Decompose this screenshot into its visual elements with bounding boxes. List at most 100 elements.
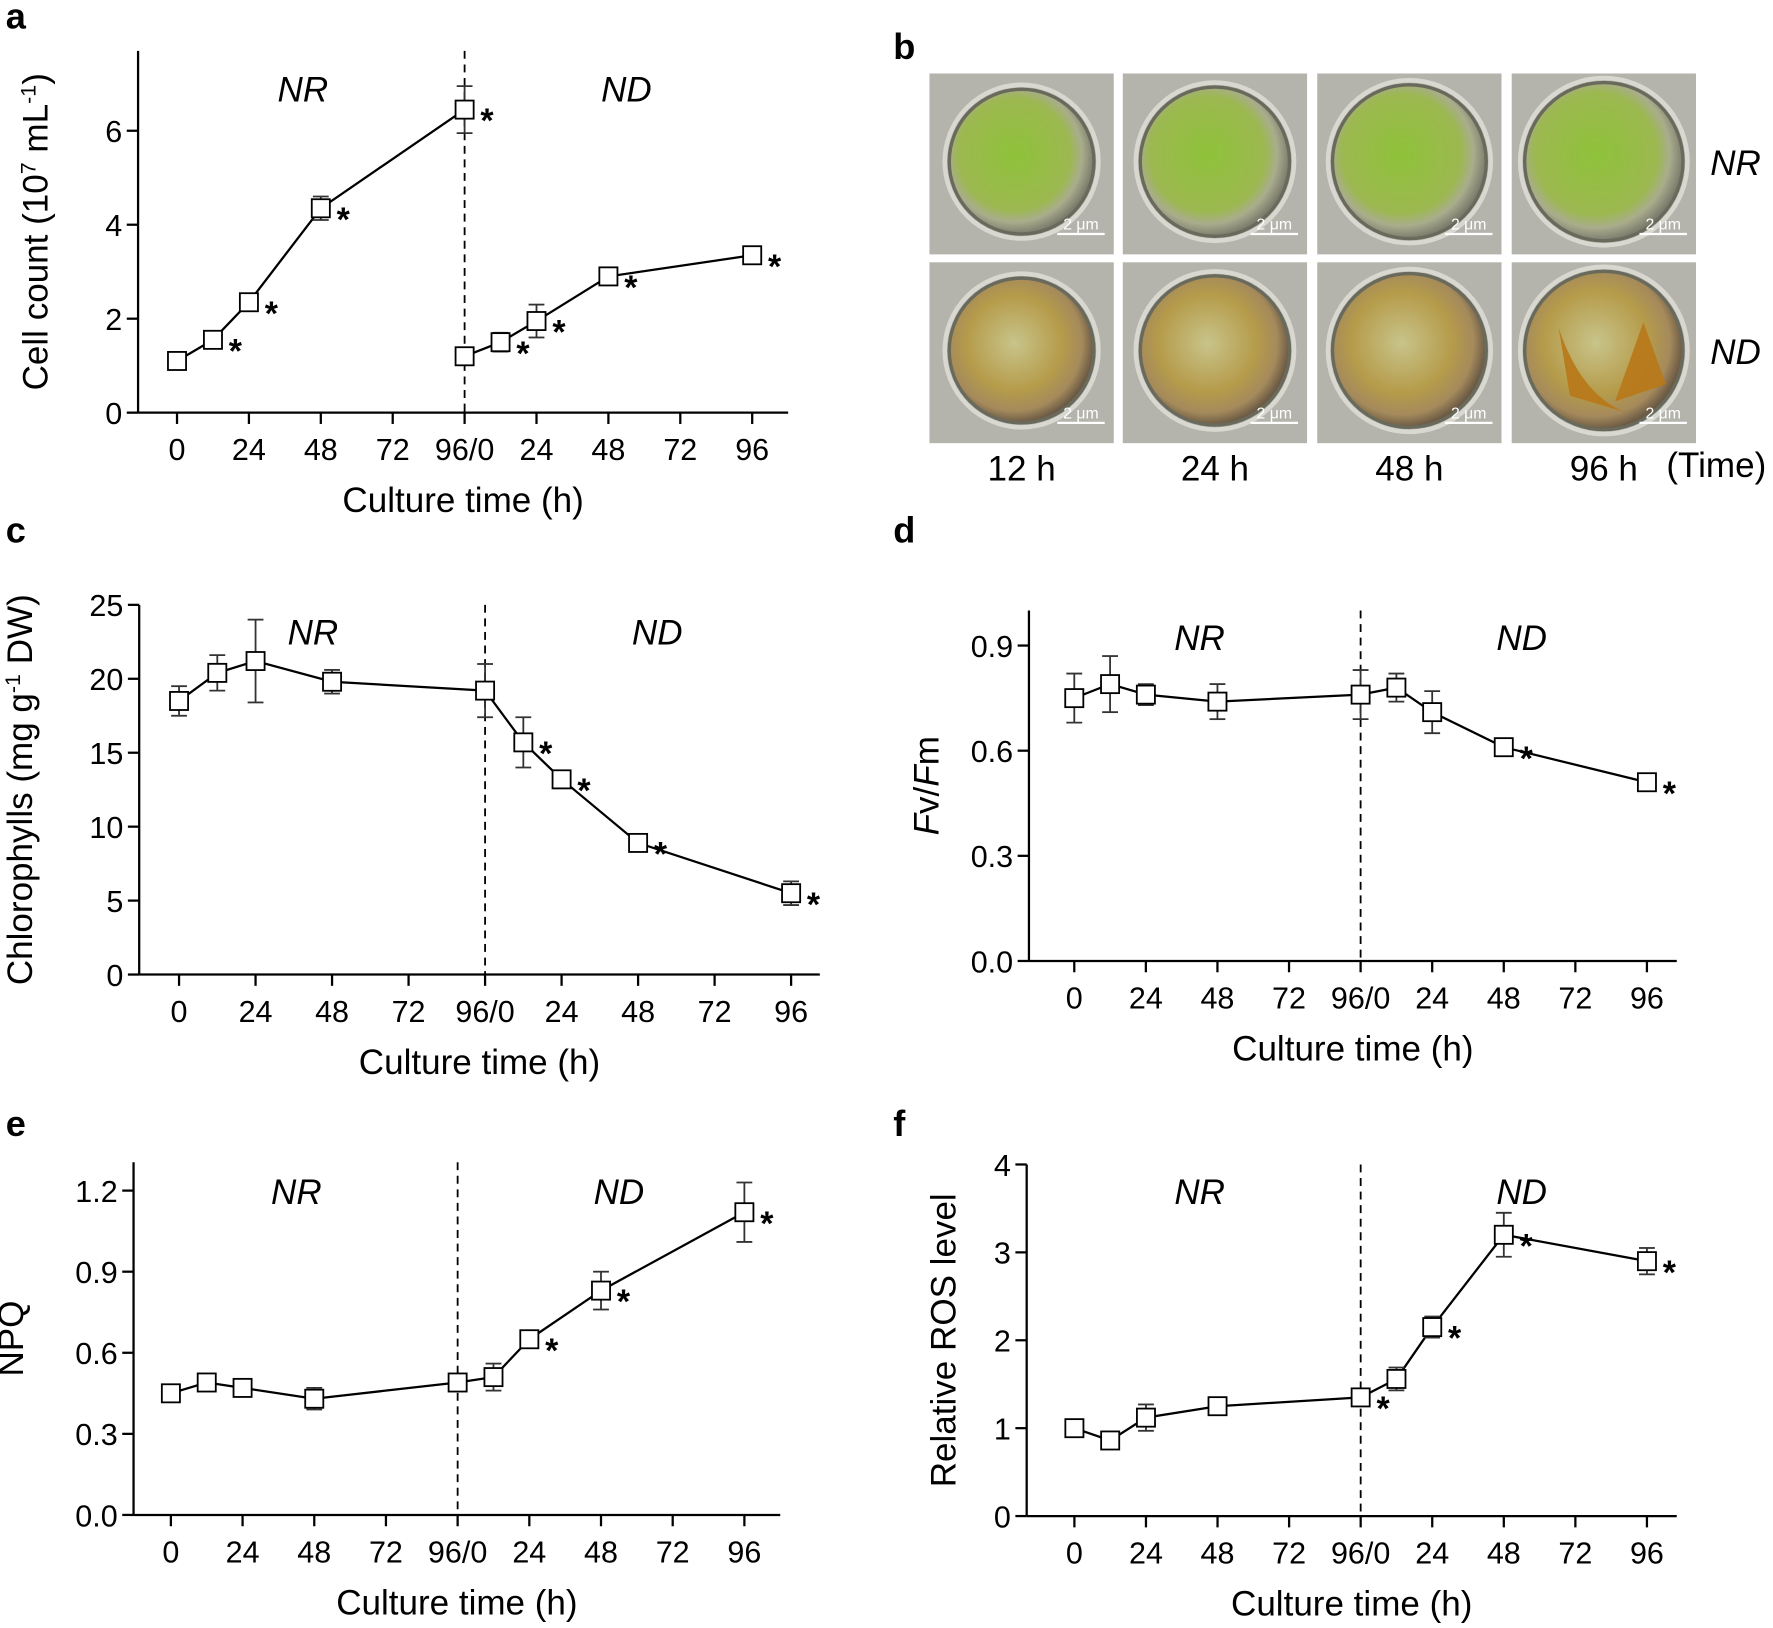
marker: [1135, 684, 1156, 705]
column-label: 96 h: [1570, 449, 1638, 488]
significance: *: [545, 1332, 559, 1370]
x-tick-label: 96/0: [1331, 1537, 1390, 1571]
scale-bar-label: 2 μm: [1645, 405, 1680, 422]
cell: [947, 87, 1096, 236]
marker: [167, 351, 187, 371]
x-tick-label: 48: [1487, 981, 1521, 1015]
marker: [1422, 702, 1443, 723]
significance: *: [617, 1283, 631, 1321]
marker: [1422, 1317, 1443, 1338]
significance: *: [480, 102, 494, 140]
x-axis-label: Culture time (h): [342, 481, 583, 520]
phase-label: NR: [1174, 1173, 1225, 1212]
significance: *: [539, 735, 553, 773]
x-tick-label: 96/0: [1331, 981, 1390, 1015]
x-tick-label: 48: [584, 1535, 618, 1569]
x-tick-label: 0: [169, 433, 186, 467]
x-tick-label: 48: [1487, 1537, 1521, 1571]
x-tick-label: 48: [591, 433, 625, 467]
x-tick-label: 72: [376, 433, 410, 467]
y-axis-label-part: Relative ROS level: [924, 1193, 963, 1487]
x-tick-label: 72: [1558, 1537, 1592, 1571]
y-axis-label-part: ): [17, 73, 56, 85]
cell-halo: [1325, 266, 1494, 435]
y-tick-label: 20: [89, 663, 123, 697]
y-tick-label: 4: [105, 209, 122, 243]
x-tick-label: 96: [774, 995, 808, 1029]
x-axis-label: Culture time (h): [1231, 1585, 1472, 1624]
x-tick-label: 24: [520, 433, 554, 467]
marker: [1064, 688, 1085, 709]
y-axis-label-part: Cell count (10: [17, 174, 56, 390]
marker: [1350, 1387, 1371, 1408]
cell-halo: [942, 82, 1101, 241]
marker: [1493, 1224, 1514, 1245]
y-tick-label: 3: [994, 1237, 1011, 1271]
y-tick-label: 15: [89, 737, 123, 771]
x-tick-label: 72: [369, 1535, 403, 1569]
scale-bar-label: 2 μm: [1451, 405, 1486, 422]
marker: [551, 769, 572, 790]
cell-halo: [1133, 269, 1297, 432]
y-axis-label-part: F: [908, 811, 947, 835]
marker: [454, 346, 475, 367]
marker: [322, 671, 343, 692]
marker: [519, 1329, 540, 1350]
column-label: 24 h: [1181, 449, 1249, 488]
y-axis-label-part: -1: [17, 85, 41, 104]
significance: *: [624, 269, 638, 307]
phase-label: ND: [1496, 1173, 1547, 1212]
x-tick-label: 0: [1066, 1537, 1083, 1571]
y-axis-label-part: -1: [1, 674, 25, 693]
scale-bar-label: 2 μm: [1257, 405, 1292, 422]
y-tick-label: 0.3: [971, 840, 1013, 874]
phase-label: ND: [601, 71, 652, 110]
lipid-body: [1558, 322, 1667, 413]
significance: *: [1520, 740, 1534, 778]
y-axis-label: Relative ROS level: [924, 1193, 963, 1487]
marker: [1207, 691, 1228, 712]
significance: *: [229, 332, 243, 370]
y-tick-label: 4: [994, 1149, 1011, 1183]
x-tick-label: 0: [162, 1535, 179, 1569]
x-tick-label: 0: [171, 995, 188, 1029]
marker: [1636, 772, 1657, 793]
marker: [169, 691, 189, 711]
panel-label: c: [6, 510, 26, 551]
y-axis-label-part: F: [908, 763, 947, 787]
y-tick-label: 0.6: [75, 1337, 117, 1371]
x-tick-label: 96: [1630, 1537, 1664, 1571]
y-axis-label: Cell count (107 mL-1): [17, 73, 56, 390]
marker: [203, 329, 223, 350]
phase-label: NR: [1174, 619, 1225, 658]
scale-bar-label: 2 μm: [1257, 217, 1292, 234]
y-axis-label: NPQ: [0, 1301, 31, 1377]
phase-label: NR: [271, 1173, 322, 1212]
marker: [526, 311, 547, 331]
y-axis-label-part: v/: [908, 786, 947, 814]
significance: *: [265, 295, 279, 333]
marker: [207, 662, 228, 683]
y-axis-label: Chlorophylls (mg g-1 DW): [1, 594, 40, 985]
phase-label: ND: [632, 613, 683, 652]
marker: [196, 1372, 217, 1393]
y-tick-label: 0.9: [75, 1256, 117, 1290]
y-tick-label: 0: [994, 1500, 1011, 1534]
y-axis-label-part: DW): [1, 594, 40, 674]
x-tick-label: 96: [735, 433, 769, 467]
y-axis-label-part: mL: [17, 104, 56, 162]
marker: [447, 1372, 468, 1393]
panel-label: d: [893, 510, 915, 551]
y-tick-label: 5: [106, 885, 123, 919]
column-label: 12 h: [988, 449, 1056, 488]
x-tick-label: 96/0: [428, 1535, 487, 1569]
x-tick-label: 72: [656, 1535, 690, 1569]
marker: [1100, 1430, 1121, 1451]
panel-label: e: [6, 1103, 26, 1144]
marker: [1064, 1418, 1085, 1439]
cell: [1523, 80, 1685, 243]
phase-label: ND: [1496, 619, 1547, 658]
x-tick-label: 96/0: [435, 433, 494, 467]
marker: [513, 732, 534, 753]
